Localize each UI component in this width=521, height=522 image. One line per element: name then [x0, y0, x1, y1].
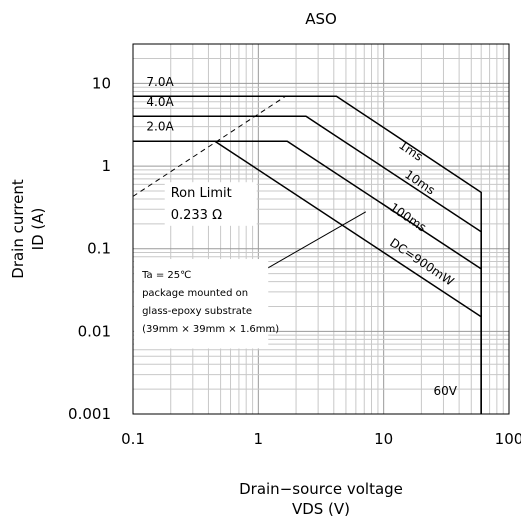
chart-title: ASO — [305, 10, 337, 28]
curve-label: 10ms — [402, 167, 437, 197]
y-tick-label: 1 — [101, 157, 111, 175]
note-box: Ta = 25℃ package mounted on glass-epoxy su… — [134, 259, 279, 349]
y-tick-label: 10 — [92, 74, 111, 92]
ron-limit-label: Ron Limit — [171, 186, 232, 201]
note-background — [134, 259, 269, 349]
current-level-label: 7.0A — [146, 75, 174, 89]
voltage-limit-label: 60V — [434, 384, 458, 398]
series-lines — [133, 95, 482, 414]
x-tick-label: 1 — [254, 430, 264, 448]
tick-labels: 0.1 1 10 100 10 1 0.1 0.01 0.001 — [68, 74, 521, 448]
grid-lines — [133, 44, 509, 414]
x-axis-title-line2: VDS (V) — [292, 500, 350, 518]
note-line: Ta = 25℃ — [141, 270, 191, 281]
ron-limit-line — [132, 95, 286, 197]
ron-label-background — [164, 182, 257, 226]
y-tick-label: 0.1 — [87, 240, 111, 258]
curve-label: 100ms — [387, 200, 429, 234]
y-axis-title-line2: ID (A) — [29, 208, 47, 251]
y-tick-label: 0.001 — [68, 405, 111, 423]
x-tick-label: 10 — [374, 430, 393, 448]
x-tick-label: 0.1 — [121, 430, 145, 448]
series-line-dc-900mw — [133, 140, 482, 414]
y-tick-label: 0.01 — [78, 322, 111, 340]
series-line-1ms — [133, 95, 482, 414]
current-level-label: 4.0A — [146, 95, 174, 109]
note-line: glass-epoxy substrate — [142, 306, 252, 317]
note-line: package mounted on — [142, 288, 248, 299]
current-level-label: 2.0A — [146, 119, 174, 133]
y-axis-title-line1: Drain current — [9, 179, 27, 279]
pointer-line — [255, 211, 367, 276]
ron-limit-dashed-line — [132, 95, 286, 197]
plot-frame — [132, 43, 510, 415]
ron-value-label: 0.233 Ω — [171, 208, 222, 223]
note-line: (39mm × 39mm × 1.6mm) — [142, 324, 279, 335]
x-tick-label: 100 — [495, 430, 521, 448]
x-axis-title-line1: Drain−source voltage — [239, 480, 403, 498]
